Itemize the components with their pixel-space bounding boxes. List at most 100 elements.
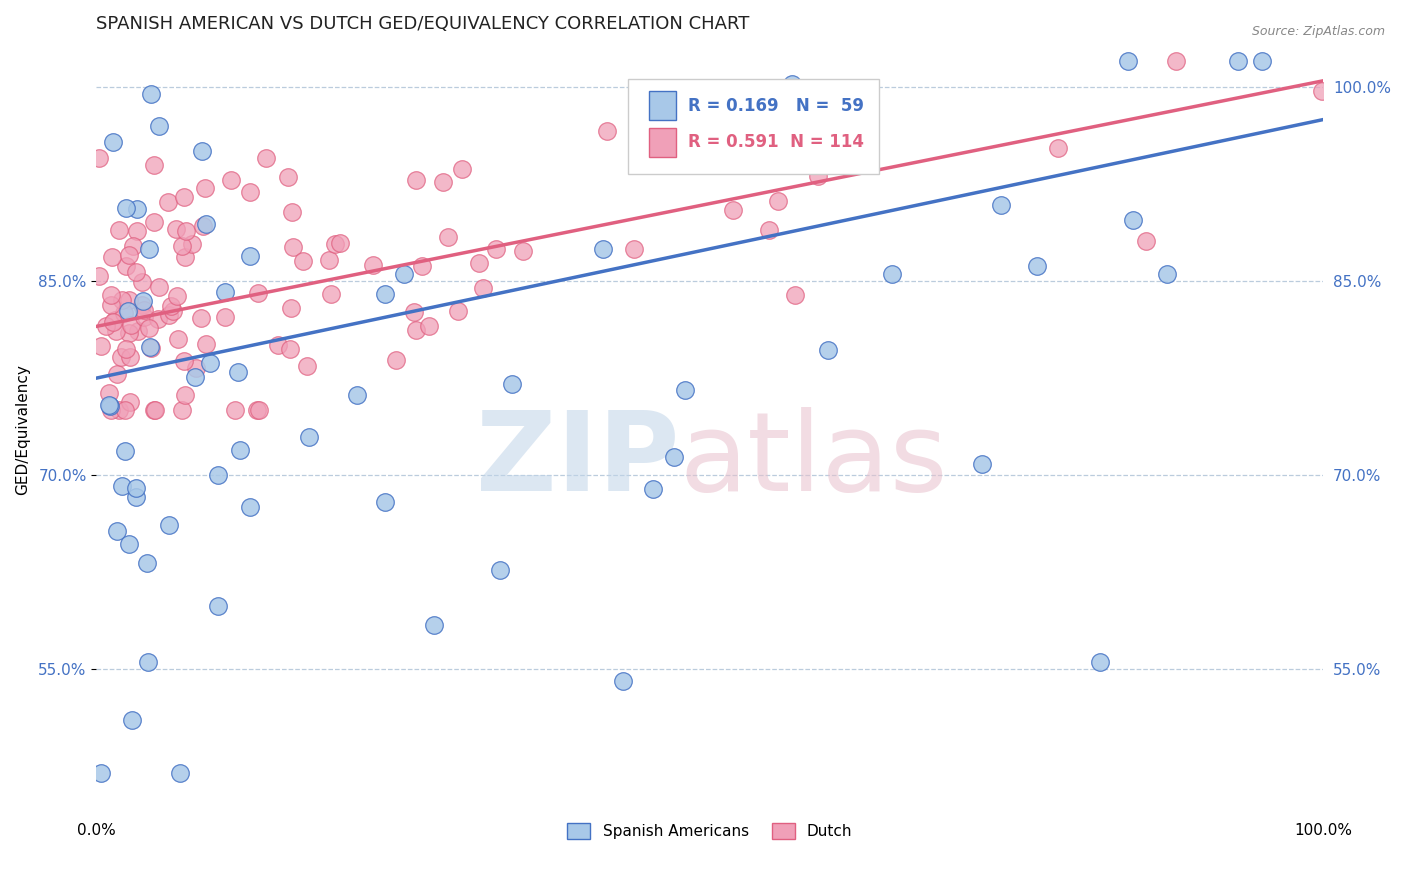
- Point: [512, 244, 534, 259]
- Point: [346, 388, 368, 402]
- Point: [104, 312, 127, 326]
- Point: [100, 403, 122, 417]
- Point: [118, 537, 141, 551]
- Y-axis label: GED/Equivalency: GED/Equivalency: [15, 364, 30, 495]
- Point: [104, 324, 127, 338]
- Point: [247, 403, 270, 417]
- Point: [101, 250, 124, 264]
- Point: [170, 403, 193, 417]
- Point: [214, 310, 236, 325]
- Point: [1088, 655, 1111, 669]
- Point: [468, 255, 491, 269]
- Point: [100, 298, 122, 312]
- Point: [100, 288, 122, 302]
- Point: [404, 305, 426, 319]
- Point: [194, 180, 217, 194]
- Point: [1135, 234, 1157, 248]
- Point: [120, 395, 142, 409]
- Point: [596, 124, 619, 138]
- Point: [139, 340, 162, 354]
- Point: [173, 388, 195, 402]
- Point: [114, 403, 136, 417]
- Point: [162, 303, 184, 318]
- Text: ZIP: ZIP: [475, 407, 679, 514]
- Point: [124, 490, 146, 504]
- Point: [166, 289, 188, 303]
- Point: [374, 287, 396, 301]
- Point: [323, 236, 346, 251]
- Point: [148, 280, 170, 294]
- Point: [298, 430, 321, 444]
- Point: [174, 251, 197, 265]
- Point: [245, 403, 267, 417]
- Point: [194, 217, 217, 231]
- Point: [392, 267, 415, 281]
- Point: [115, 343, 138, 357]
- Point: [127, 224, 149, 238]
- Point: [1122, 212, 1144, 227]
- Point: [114, 444, 136, 458]
- Point: [184, 370, 207, 384]
- Point: [228, 442, 250, 457]
- Point: [1164, 54, 1187, 69]
- Point: [418, 318, 440, 333]
- Point: [127, 325, 149, 339]
- Point: [174, 224, 197, 238]
- Point: [114, 201, 136, 215]
- Point: [623, 242, 645, 256]
- Point: [436, 230, 458, 244]
- Point: [170, 239, 193, 253]
- Text: atlas: atlas: [679, 407, 948, 514]
- Point: [198, 356, 221, 370]
- Point: [970, 457, 993, 471]
- Point: [157, 518, 180, 533]
- Point: [280, 301, 302, 315]
- Point: [807, 169, 830, 183]
- Point: [118, 350, 141, 364]
- Point: [90, 339, 112, 353]
- Point: [135, 556, 157, 570]
- Point: [246, 286, 269, 301]
- Point: [110, 293, 132, 308]
- Point: [662, 450, 685, 464]
- Point: [855, 100, 877, 114]
- Point: [254, 151, 277, 165]
- Point: [721, 203, 744, 218]
- Point: [169, 765, 191, 780]
- Point: [501, 377, 523, 392]
- Point: [817, 343, 839, 357]
- Point: [321, 287, 343, 301]
- Point: [131, 275, 153, 289]
- Point: [105, 367, 128, 381]
- Point: [193, 219, 215, 234]
- Point: [142, 402, 165, 417]
- Point: [173, 190, 195, 204]
- Point: [214, 285, 236, 299]
- Point: [405, 172, 427, 186]
- Point: [224, 403, 246, 417]
- Point: [103, 315, 125, 329]
- Point: [136, 655, 159, 669]
- Point: [221, 173, 243, 187]
- Point: [191, 144, 214, 158]
- Point: [661, 89, 683, 103]
- Point: [143, 215, 166, 229]
- Bar: [648, 91, 675, 120]
- Text: Source: ZipAtlas.com: Source: ZipAtlas.com: [1251, 25, 1385, 38]
- Point: [117, 293, 139, 307]
- Point: [361, 258, 384, 272]
- Point: [488, 563, 510, 577]
- Point: [148, 312, 170, 326]
- Point: [374, 494, 396, 508]
- Point: [134, 302, 156, 317]
- Point: [167, 332, 190, 346]
- Point: [112, 306, 135, 320]
- Point: [748, 93, 770, 107]
- Point: [139, 87, 162, 102]
- Point: [98, 399, 121, 413]
- Point: [766, 194, 789, 208]
- Point: [143, 403, 166, 417]
- Point: [673, 383, 696, 397]
- Point: [1047, 141, 1070, 155]
- Point: [184, 361, 207, 376]
